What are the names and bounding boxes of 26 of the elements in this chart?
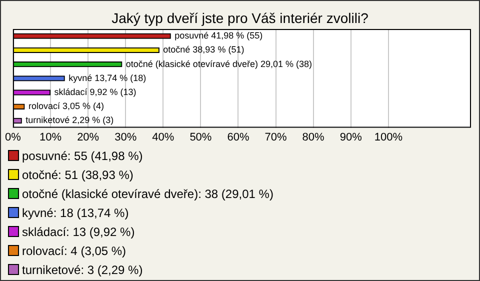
text: posuvné: 55 (41,98 %) — [21, 148, 144, 165]
x-tick-label: 100% — [374, 131, 403, 144]
data-label: kyvné 13,74 % (18) — [68, 72, 146, 83]
x-tick-label: 10% — [40, 131, 62, 144]
x-tick-label: 70% — [264, 131, 288, 144]
x-tick-label: 90% — [340, 131, 362, 144]
text: turniketové: 3 (2,29 %) — [21, 262, 144, 279]
x-tick-label: 50% — [190, 131, 212, 144]
chart-title: Jaký typ dveří jste pro Váš interiér zvolili? — [110, 10, 370, 26]
text: rolovací: 4 (3,05 %) — [21, 243, 128, 260]
x-tick-label: 30% — [114, 131, 137, 144]
x-tick-label: 40% — [152, 131, 174, 144]
text: otočné (klasické otevíravé dveře): 38 (29,01 %) — [21, 186, 274, 203]
x-tick-label: 60% — [227, 131, 250, 144]
data-label: turniketové 2,29 % (3) — [26, 115, 114, 126]
text: otočné: 51 (38,93 %) — [21, 167, 134, 184]
x-tick-label: 0% — [5, 131, 22, 144]
data-label: posuvné 41,98 % (55) — [174, 30, 263, 41]
x-tick-label: 80% — [302, 131, 325, 144]
data-label: skládací 9,92 % (13) — [54, 87, 136, 97]
data-label: otočné 38,93 % (51) — [163, 44, 244, 55]
data-label: rolovací 3,05 % (4) — [28, 101, 104, 112]
text: kyvné: 18 (13,74 %) — [21, 205, 130, 222]
x-tick-label: 20% — [77, 131, 100, 144]
data-label: otočné (klasické otevíravé dveře) 29,01 % (38) — [126, 58, 312, 69]
text: skládací: 13 (9,92 %) — [21, 224, 136, 241]
